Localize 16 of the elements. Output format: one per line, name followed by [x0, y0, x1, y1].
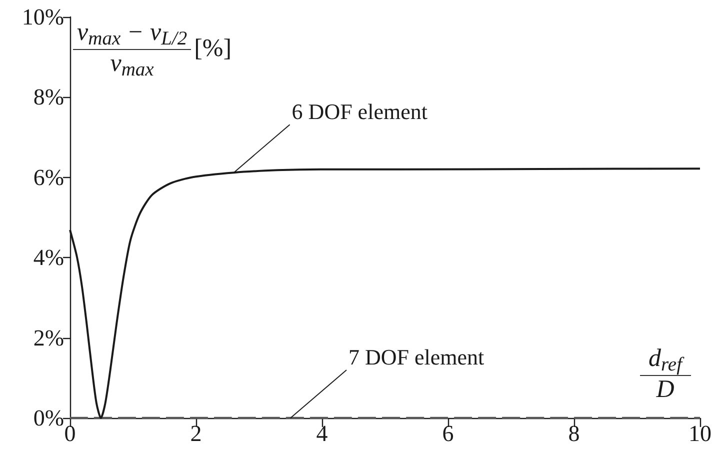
y-tick-label: 0%	[33, 406, 64, 430]
x-axis-title: d$_{ref}$ D	[648, 345, 686, 403]
y-tick-label: 8%	[33, 84, 64, 110]
x-tick-label: 0	[64, 421, 76, 446]
annotation: 6 DOF element	[292, 99, 428, 124]
text: v$_{max}$ − v$_{L/2}$ v$_{max}$ [%]	[77, 19, 232, 80]
x-tick-label: 6	[442, 421, 454, 446]
x-tick-label: 10	[688, 421, 712, 446]
annotation: 7 DOF element	[348, 344, 484, 370]
y-tick-label: 4%	[33, 245, 64, 270]
y-tick-label: 2%	[33, 325, 64, 350]
x-tick-label: 8	[568, 421, 580, 446]
x-tick-label: 2	[190, 421, 202, 446]
x-tick-label: 4	[316, 421, 328, 446]
y-tick-label: 6%	[33, 164, 64, 190]
y-tick-label: 10%	[22, 4, 64, 30]
